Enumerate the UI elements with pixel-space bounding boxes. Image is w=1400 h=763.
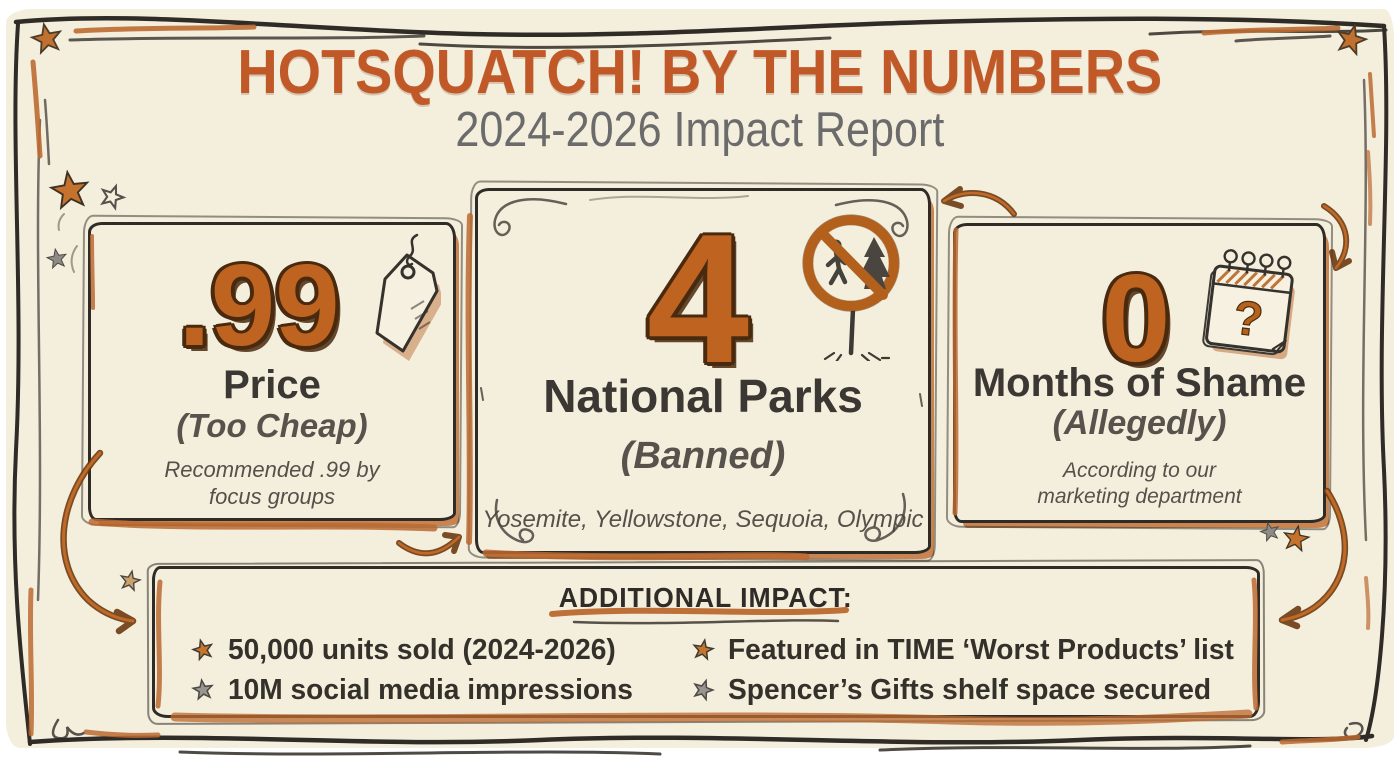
star-icon bbox=[693, 678, 715, 702]
page-title-text: HOTSQUATCH! BY THE NUMBERS bbox=[237, 38, 1163, 107]
star-icon bbox=[692, 638, 715, 661]
parks-note: Yosemite, Yellowstone, Sequoia, Olympic bbox=[482, 505, 924, 533]
page-subtitle: 2024-2026 Impact Report bbox=[0, 106, 1400, 155]
shame-note: According to our marketing department bbox=[1037, 459, 1242, 508]
price-sublabel: (Too Cheap) bbox=[176, 407, 368, 444]
stat-card-price: .99 Price (Too Cheap) Recommended .99 by… bbox=[88, 222, 456, 521]
shame-label: Months of Shame bbox=[972, 361, 1307, 405]
parks-sublabel: (Banned) bbox=[620, 435, 786, 477]
price-tag-icon bbox=[375, 233, 441, 361]
page-title: HOTSQUATCH! BY THE NUMBERS bbox=[0, 42, 1400, 104]
price-value: .99 bbox=[178, 240, 340, 370]
list-item: Spencer’s Gifts shelf space secured bbox=[691, 671, 1250, 709]
shame-sublabel: (Allegedly) bbox=[1052, 404, 1227, 442]
price-note: Recommended .99 by focus groups bbox=[164, 457, 380, 509]
shame-value: 0 bbox=[1101, 250, 1171, 388]
additional-impact-heading: ADDITIONAL IMPACT: bbox=[559, 582, 853, 613]
parks-value: 4 bbox=[646, 195, 750, 401]
page-subtitle-text: 2024-2026 Impact Report bbox=[455, 103, 945, 157]
no-hiking-sign-icon bbox=[802, 214, 900, 361]
stat-card-months-of-shame: 0 ? Months of Shame (Allegedly) Accordin… bbox=[953, 223, 1326, 523]
star-icon bbox=[191, 638, 214, 662]
list-item: 50,000 units sold (2024-2026) bbox=[191, 631, 691, 669]
star-icon bbox=[191, 678, 214, 701]
list-item: Featured in TIME ‘Worst Products’ list bbox=[691, 631, 1250, 669]
list-item: 10M social media impressions bbox=[191, 671, 691, 709]
additional-impact-box: ADDITIONAL IMPACT: 50,000 units sold (20… bbox=[152, 566, 1260, 718]
stat-card-national-parks: 4 National Parks (Banned) Yosemite, Yell… bbox=[475, 188, 931, 554]
price-label: Price bbox=[223, 363, 321, 407]
parks-label: National Parks bbox=[543, 370, 863, 422]
calendar-question-icon: ? bbox=[1202, 249, 1295, 360]
svg-text:?: ? bbox=[1230, 291, 1266, 347]
additional-impact-list: 50,000 units sold (2024-2026) Featured i… bbox=[191, 631, 1237, 709]
